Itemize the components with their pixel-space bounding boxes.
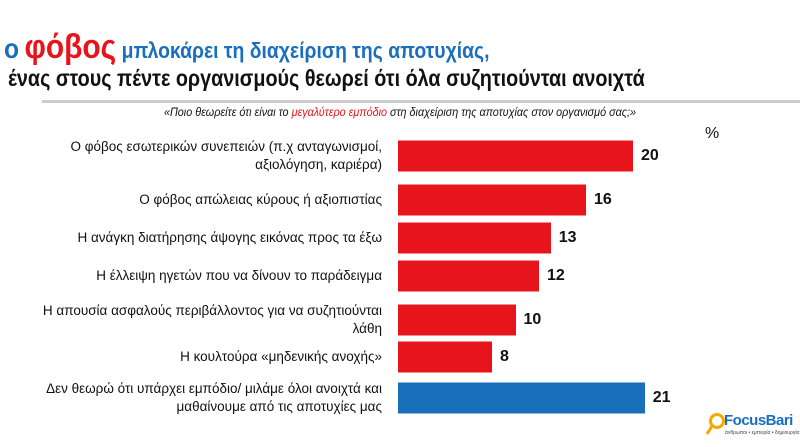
category-label: Η έλλειψη ηγετών που να δίνουν το παράδε… [96,268,382,283]
category-label: Δεν θεωρώ ότι υπάρχει εμπόδιο/ μιλάμε όλ… [46,381,382,414]
value-label: 8 [500,348,509,365]
category-label: Ο φόβος απώλειας κύρους ή αξιοπιστίας [139,192,382,207]
value-label: 20 [641,147,659,164]
bar [398,341,492,373]
title-line-2: ένας στους πέντε οργανισμούς θεωρεί ότι … [8,65,645,91]
value-label: 10 [523,311,542,328]
logo-name: FocusBari [724,412,793,429]
divider [42,100,800,103]
question-after: στη διαχείριση της αποτυχίας στον οργανι… [390,105,637,119]
value-label: 16 [594,191,612,208]
bar [398,260,539,292]
title-rest: μπλοκάρει τη διαχείριση της αποτυχίας, [121,38,490,63]
question-highlight: μεγαλύτερο εμπόδιο [291,105,387,119]
bar [398,222,551,254]
bar [398,304,516,336]
magnifier-icon [705,413,725,435]
category-label: Η απουσία ασφαλούς περιβάλλοντος για να … [42,303,382,336]
title-highlight: φόβος [24,28,117,66]
title-line-1: ο φόβος μπλοκάρει τη διαχείριση της αποτ… [4,28,489,67]
unit-label: % [705,125,720,142]
value-label: 12 [547,267,565,284]
bar [398,382,645,414]
bar [398,140,633,172]
title-prefix: ο [4,33,20,64]
category-label: Η κουλτούρα «μηδενικής ανοχής» [180,349,382,364]
category-label: Ο φόβος εσωτερικών συνεπειών (π.χ ανταγω… [70,139,382,172]
value-label: 13 [558,229,577,246]
focusbari-logo: FocusBari άνθρωποι • εμπειρία • δημιουργ… [705,412,799,447]
bar [398,184,586,216]
question: «Ποιο θεωρείτε ότι είναι το μεγαλύτερο ε… [40,105,760,119]
value-label: 21 [652,389,671,406]
category-label: Η ανάγκη διατήρησης άψογης εικόνας προς … [77,230,383,245]
question-before: «Ποιο θεωρείτε ότι είναι το [163,105,289,119]
logo-tagline: άνθρωποι • εμπειρία • δημιουργία [725,430,800,436]
